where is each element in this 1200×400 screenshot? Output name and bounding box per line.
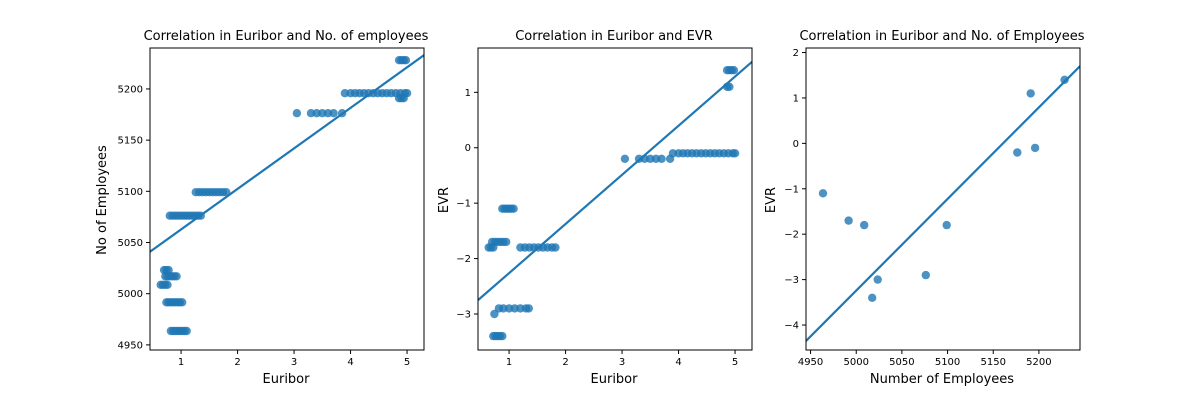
y-tick-label: 5050 <box>118 238 143 249</box>
data-point <box>1030 143 1040 153</box>
y-axis-label: No of Employees <box>95 145 110 255</box>
data-point <box>873 275 882 284</box>
data-point <box>498 331 507 341</box>
x-tick-label: 5 <box>404 357 410 368</box>
plot-employees-vs-evr: Correlation in Euribor and No. of Employ… <box>764 29 1085 387</box>
regression-line <box>478 61 752 301</box>
x-tick-label: 4 <box>347 357 353 368</box>
data-point <box>657 154 666 163</box>
data-point <box>172 272 181 281</box>
data-point <box>401 56 411 65</box>
x-axis-label: Number of Employees <box>870 372 1014 387</box>
y-axis-label: EVR <box>764 187 779 213</box>
x-tick-label: 5150 <box>981 357 1006 368</box>
x-tick-label: 5050 <box>889 357 914 368</box>
data-point <box>860 220 869 230</box>
y-tick-label: 0 <box>465 143 471 154</box>
x-axis-label: Euribor <box>591 372 639 387</box>
y-tick-label: −2 <box>784 230 799 241</box>
x-tick-label: 5 <box>732 357 738 368</box>
y-tick-label: 5150 <box>118 136 143 147</box>
y-tick-label: −2 <box>456 254 471 265</box>
y-tick-label: 5000 <box>118 289 143 300</box>
y-axis-label: EVR <box>437 187 452 213</box>
data-point <box>921 270 930 280</box>
y-tick-label: −1 <box>784 184 799 195</box>
x-tick-label: 4 <box>675 357 681 368</box>
y-tick-label: −1 <box>456 199 471 210</box>
data-point <box>1013 148 1022 157</box>
data-point <box>163 280 172 289</box>
data-point <box>524 304 533 313</box>
data-point <box>182 326 191 336</box>
plot-area-frame <box>477 47 753 351</box>
data-point <box>329 109 338 118</box>
regression-line <box>806 65 1080 342</box>
x-tick-label: 1 <box>506 357 512 368</box>
data-point <box>502 237 511 247</box>
data-point <box>551 243 560 252</box>
y-tick-label: 5100 <box>118 187 143 198</box>
x-tick-label: 4950 <box>798 357 823 368</box>
data-point <box>868 293 877 302</box>
data-point <box>1026 89 1035 98</box>
x-axis-label: Euribor <box>263 372 311 387</box>
plot-euribor-vs-evr: Correlation in Euribor and EVR Euribor E… <box>437 29 753 387</box>
y-tick-label: −3 <box>784 275 799 286</box>
y-tick-label: −3 <box>456 309 471 320</box>
data-point <box>942 220 951 230</box>
y-tick-label: 1 <box>465 88 471 99</box>
plot-area-frame <box>805 47 1081 351</box>
x-tick-label: 5000 <box>844 357 869 368</box>
data-point <box>620 154 630 163</box>
plot-euribor-vs-employees: Correlation in Euribor and No. of employ… <box>95 29 429 387</box>
y-tick-label: 5200 <box>118 84 143 95</box>
data-point <box>729 66 739 75</box>
chart-title: Correlation in Euribor and No. of employ… <box>144 29 429 44</box>
x-tick-label: 2 <box>234 357 240 368</box>
regression-line <box>150 54 424 253</box>
data-point <box>490 309 499 319</box>
data-point <box>178 298 187 307</box>
y-tick-label: 0 <box>793 139 799 150</box>
x-tick-label: 2 <box>562 357 568 368</box>
data-point <box>292 109 302 118</box>
y-tick-label: 1 <box>793 93 799 104</box>
x-tick-label: 1 <box>178 357 184 368</box>
chart-title: Correlation in Euribor and No. of Employ… <box>799 29 1084 44</box>
y-tick-label: 4950 <box>118 340 143 351</box>
x-tick-label: 5100 <box>935 357 960 368</box>
x-tick-label: 5200 <box>1026 357 1051 368</box>
y-tick-label: −4 <box>784 321 799 332</box>
y-tick-label: 2 <box>793 48 799 59</box>
data-point <box>1060 75 1069 85</box>
data-point <box>818 189 828 198</box>
x-tick-label: 3 <box>619 357 625 368</box>
data-point <box>509 204 518 213</box>
data-point <box>844 216 853 225</box>
data-point <box>730 149 740 158</box>
x-tick-label: 3 <box>291 357 297 368</box>
data-point <box>399 94 408 103</box>
plot-area-frame <box>149 47 425 351</box>
chart-title: Correlation in Euribor and EVR <box>515 29 713 44</box>
